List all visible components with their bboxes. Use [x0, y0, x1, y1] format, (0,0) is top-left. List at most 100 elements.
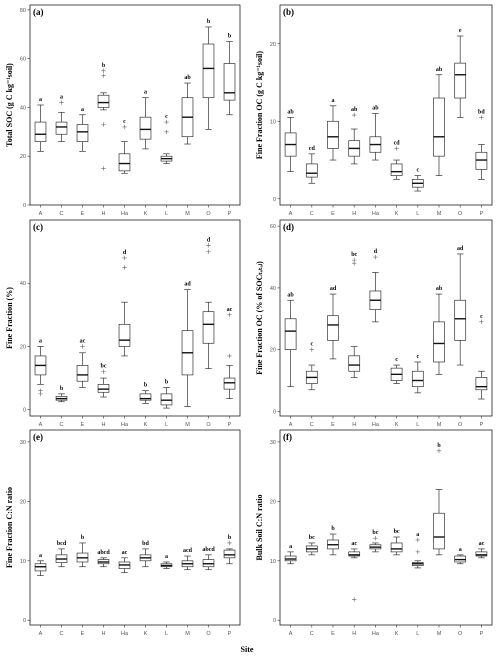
panel-6: (f) 0 10 20 30 Bulk Soil C:N ratio A C E H Ha K L M O P… [255, 429, 493, 637]
box-P: ac [475, 541, 488, 559]
outlier-point [415, 537, 420, 543]
box-K: cd [390, 140, 403, 180]
significance-letter: e [459, 28, 462, 34]
box-A: a [34, 338, 47, 397]
y-tick-label: 0 [273, 618, 276, 624]
box-iqr [411, 370, 424, 388]
box-H: bc [348, 252, 361, 378]
x-tick-label: E [81, 211, 85, 217]
x-tick-label: M [437, 631, 442, 637]
outlier-point [206, 249, 211, 254]
significance-letter: cd [394, 140, 401, 146]
y-tick-label: 0 [23, 618, 26, 624]
outlier-point [352, 597, 357, 602]
box-M: b [433, 443, 445, 556]
outlier-point [206, 243, 211, 248]
significance-letter: bc [372, 530, 378, 536]
outlier-point [373, 254, 378, 260]
y-tick-label: 40 [270, 286, 276, 292]
box-C: c [305, 342, 318, 391]
significance-letter: ab [436, 67, 443, 73]
box-C: a [55, 95, 68, 142]
x-tick-label: E [81, 422, 85, 428]
significance-letter: abcd [97, 550, 110, 556]
box-M: ab [181, 75, 194, 145]
x-tick-label: O [458, 211, 463, 217]
x-tick-label: K [144, 211, 148, 217]
box-Ha: d [118, 250, 131, 357]
x-tick-label: O [206, 422, 211, 428]
x-tick-label: L [165, 211, 168, 217]
x-axis-title: Site [241, 645, 254, 654]
box-L: c [411, 168, 424, 192]
significance-letter: ad [330, 286, 337, 292]
x-tick-label: A [289, 631, 293, 637]
significance-letter: d [207, 237, 211, 243]
box-A: ab [284, 109, 297, 173]
plot-frame [29, 429, 241, 626]
box-H: bc [97, 364, 110, 398]
box-K: a [139, 90, 152, 150]
x-tick-label: A [39, 631, 43, 637]
significance-letter: b [437, 443, 441, 449]
x-tick-label: M [437, 422, 442, 428]
significance-letter: d [374, 249, 378, 255]
y-tick-label: 20 [20, 154, 26, 160]
x-tick-label: M [185, 211, 190, 217]
x-tick-label: Ha [121, 211, 129, 217]
x-tick-label: L [416, 631, 419, 637]
x-tick-label: C [60, 422, 64, 428]
significance-letter: ab [184, 75, 191, 81]
box-iqr [475, 151, 488, 170]
x-tick-label: C [310, 422, 314, 428]
x-tick-label: H [102, 422, 106, 428]
significance-letter: a [459, 547, 462, 553]
panel-1: (a) 0 20 40 60 80 Total SOC (g C kg⁻¹soil) A C E H… [5, 4, 241, 217]
y-tick-label: 30 [20, 440, 26, 446]
y-tick-label: 0 [23, 408, 26, 414]
significance-letter: c [165, 114, 168, 120]
box-E: a [76, 107, 89, 152]
x-tick-label: A [289, 422, 293, 428]
significance-letter: a [165, 554, 168, 560]
x-tick-label: K [395, 631, 399, 637]
significance-letter: bd [478, 109, 485, 115]
x-tick-label: E [331, 422, 335, 428]
box-L: c [411, 354, 424, 394]
significance-letter: b [228, 34, 232, 40]
significance-letter: c [480, 314, 483, 320]
box-H: ac [348, 541, 361, 602]
plot-frame [29, 4, 241, 206]
outlier-point [352, 112, 357, 118]
y-axis-label: Fine Fraction (%) [5, 287, 14, 349]
y-axis-label: Fine Fraction C:N ratio [5, 487, 14, 568]
box-E: b [327, 526, 339, 556]
panel-4: (d) 0 20 40 60 Fine Fraction OC (% of SOCₜₒₜₐ… [255, 219, 493, 428]
outlier-point [122, 124, 127, 130]
box-K: c [390, 357, 403, 384]
box-H: b [97, 63, 110, 171]
x-tick-label: K [395, 422, 399, 428]
outlier-point [59, 100, 64, 105]
y-tick-label: 20 [270, 348, 276, 354]
significance-letter: ac [479, 541, 485, 547]
box-iqr [433, 321, 445, 363]
significance-letter: bc [101, 364, 107, 370]
y-axis-label: Total SOC (g C kg⁻¹soil) [5, 63, 14, 147]
box-iqr [223, 63, 236, 101]
panel-label: (a) [33, 7, 44, 17]
significance-letter: acd [183, 548, 193, 554]
x-tick-label: E [331, 631, 335, 637]
x-tick-label: P [228, 631, 232, 637]
significance-letter: b [331, 526, 335, 532]
box-O: a [454, 547, 467, 565]
significance-letter: a [39, 338, 42, 344]
significance-letter: ac [351, 541, 357, 547]
y-tick-label: 60 [270, 224, 276, 230]
box-O: ad [454, 246, 467, 366]
significance-letter: bc [351, 252, 357, 258]
x-tick-label: L [165, 422, 168, 428]
box-O: b [202, 19, 215, 130]
x-tick-label: P [228, 422, 232, 428]
